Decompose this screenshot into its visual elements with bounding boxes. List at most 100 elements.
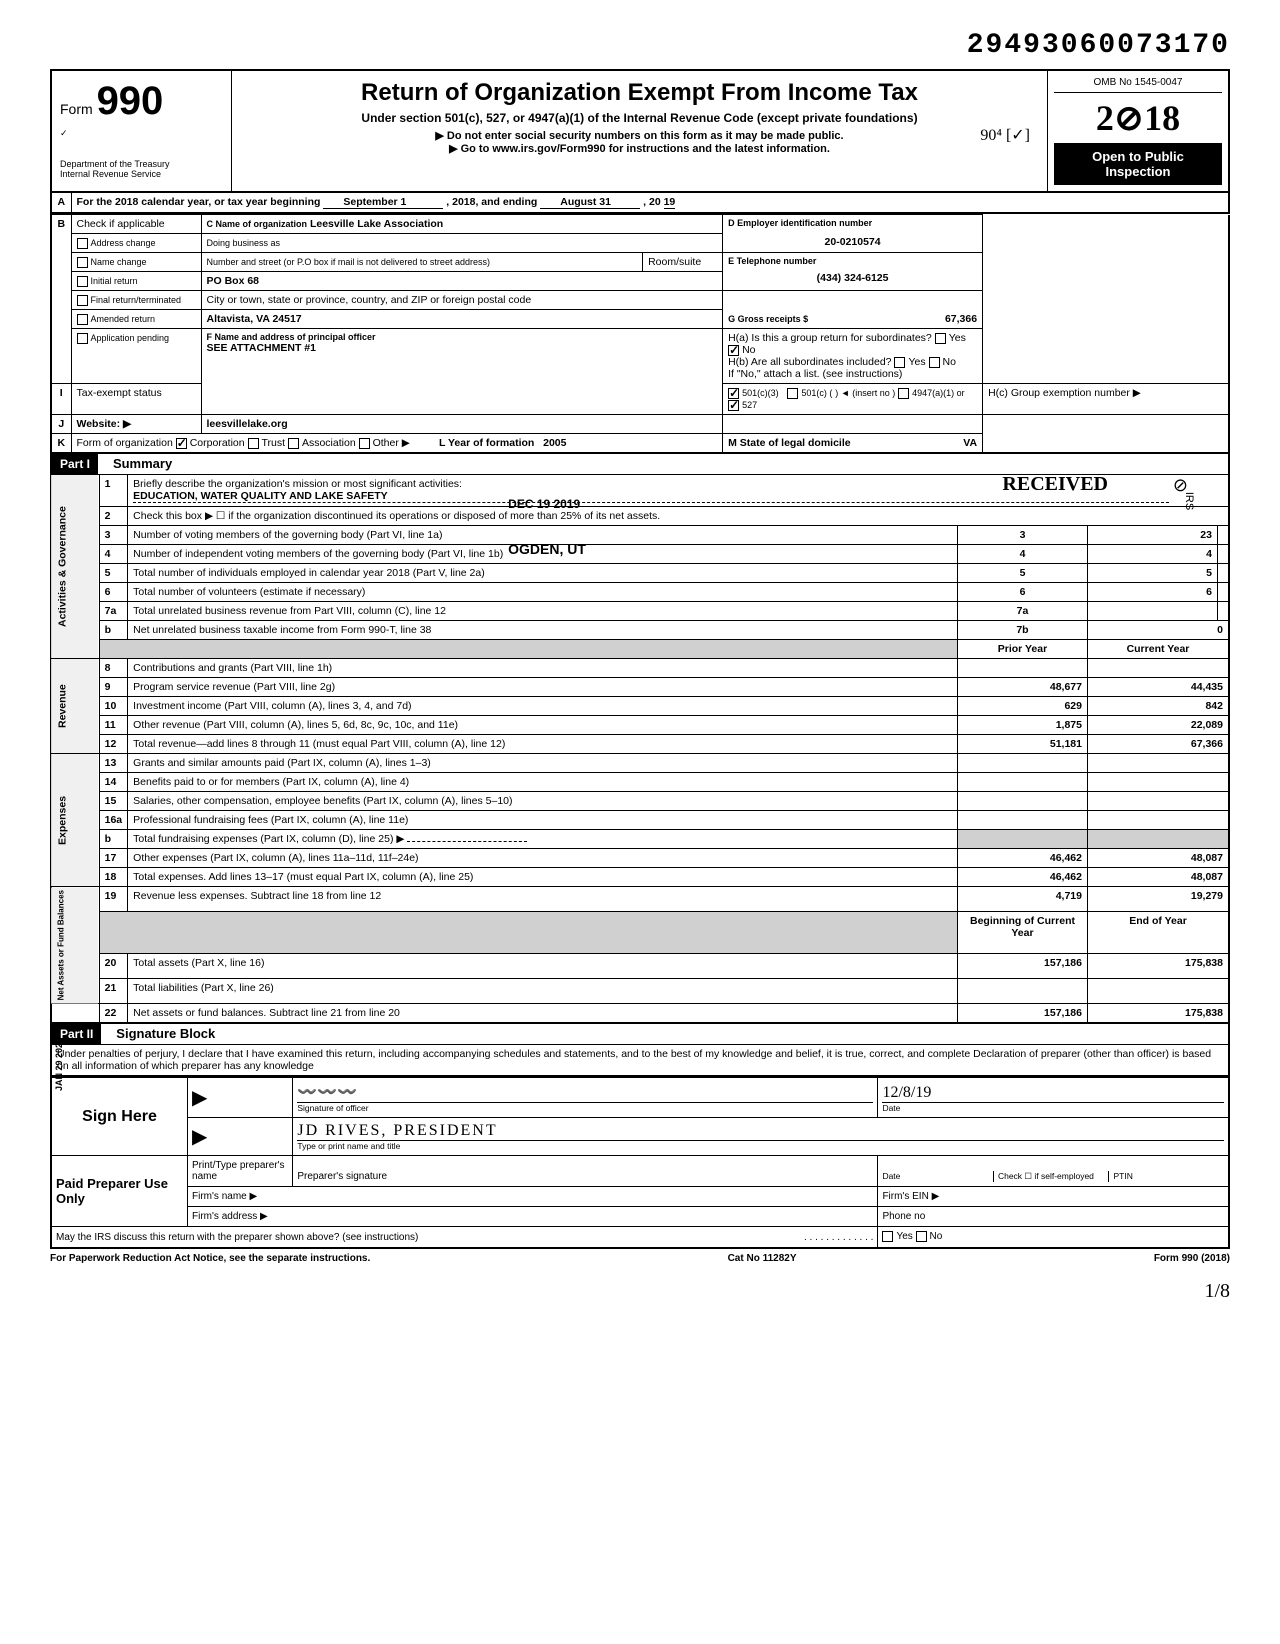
line12-curr: 67,366 (1087, 735, 1229, 754)
line22-end: 175,838 (1087, 1004, 1229, 1024)
declaration-text: Under penalties of perjury, I declare th… (51, 1045, 1229, 1077)
line17-curr: 48,087 (1087, 849, 1229, 868)
assoc-checkbox[interactable] (288, 438, 299, 449)
sign-here-label: Sign Here (82, 1108, 157, 1125)
527-checkbox[interactable] (728, 400, 739, 411)
form-org-label: Form of organization (77, 437, 173, 449)
begin-date: September 1 (323, 196, 443, 209)
form-subtitle1: Under section 501(c), 527, or 4947(a)(1)… (244, 111, 1035, 125)
line17-prior: 46,462 (957, 849, 1087, 868)
phone-value: (434) 324-6125 (728, 272, 977, 284)
received-stamp-text: RECEIVED (1002, 473, 1108, 496)
form-ref: Form 990 (2018) (1154, 1253, 1230, 1264)
phone-label: E Telephone number (728, 256, 977, 266)
end-month: August 31 (540, 196, 640, 209)
website-label: Website: ▶ (71, 415, 201, 434)
row-a-label: For the 2018 calendar year, or tax year … (77, 196, 321, 208)
end-year: 19 (664, 196, 676, 209)
line18-prior: 46,462 (957, 868, 1087, 887)
corp-checkbox[interactable] (176, 438, 187, 449)
line5-value: 5 (1087, 564, 1217, 583)
line11-label: Other revenue (Part VIII, column (A), li… (128, 716, 958, 735)
discuss-yes-checkbox[interactable] (882, 1231, 893, 1242)
address-value: PO Box 68 (201, 272, 723, 291)
city-value: Altavista, VA 24517 (201, 310, 723, 329)
city-label: City or town, state or province, country… (201, 291, 723, 310)
initial-return-label: Initial return (91, 276, 138, 286)
attach-list-note: If "No," attach a list. (see instruction… (728, 368, 902, 380)
year-formation: 2005 (543, 437, 566, 449)
officer-signature[interactable]: 〰️〰️〰️ (297, 1082, 873, 1103)
sign-date-label: Date (882, 1103, 1224, 1113)
form-label: Form 990 (60, 79, 223, 124)
discuss-label: May the IRS discuss this return with the… (56, 1232, 418, 1243)
end-year-label: End of Year (1087, 912, 1229, 953)
line19-curr: 19,279 (1087, 887, 1229, 912)
line4-value: 4 (1087, 545, 1217, 564)
preparer-name-label: Print/Type preparer's name (188, 1156, 293, 1187)
expenses-label: Expenses (51, 754, 99, 887)
sig-label: Signature of officer (297, 1103, 873, 1113)
name-change-checkbox[interactable] (77, 257, 88, 268)
line11-curr: 22,089 (1087, 716, 1229, 735)
line16b-label: Total fundraising expenses (Part IX, col… (133, 833, 404, 845)
room-label: Room/suite (643, 253, 723, 272)
application-pending-checkbox[interactable] (77, 333, 88, 344)
gross-receipts-value: 67,366 (945, 313, 977, 325)
4947-checkbox[interactable] (898, 388, 909, 399)
line7a-label: Total unrelated business revenue from Pa… (128, 602, 958, 621)
initial-return-checkbox[interactable] (77, 276, 88, 287)
paid-preparer-label: Paid Preparer Use Only (51, 1156, 188, 1227)
line9-curr: 44,435 (1087, 678, 1229, 697)
current-year-label: Current Year (1087, 640, 1229, 659)
firm-ein-label: Firm's EIN ▶ (878, 1187, 1229, 1207)
state-domicile-label: M State of legal domicile (728, 437, 851, 449)
address-change-checkbox[interactable] (77, 238, 88, 249)
dept-treasury: Department of the Treasury (60, 159, 223, 169)
ha-yes-checkbox[interactable] (935, 333, 946, 344)
line20-label: Total assets (Part X, line 16) (128, 953, 958, 978)
application-pending-label: Application pending (91, 333, 170, 343)
page-mark: 1/8 (50, 1280, 1230, 1303)
amended-return-checkbox[interactable] (77, 314, 88, 325)
activities-label: Activities & Governance (51, 475, 99, 659)
hb-no-checkbox[interactable] (929, 357, 940, 368)
line21-label: Total liabilities (Part X, line 26) (128, 979, 958, 1004)
phone-no-label: Phone no (878, 1207, 1229, 1227)
line17-label: Other expenses (Part IX, column (A), lin… (128, 849, 958, 868)
line20-beg: 157,186 (957, 953, 1087, 978)
line3-value: 23 (1087, 526, 1217, 545)
form-header: Form 990 ✓ Department of the Treasury In… (50, 69, 1230, 191)
received-loc: OGDEN, UT (508, 541, 586, 557)
trust-checkbox[interactable] (248, 438, 259, 449)
form-subtitle3: ▶ Go to www.irs.gov/Form990 for instruct… (244, 142, 1035, 155)
form-title: Return of Organization Exempt From Incom… (244, 79, 1035, 107)
line8-label: Contributions and grants (Part VIII, lin… (128, 659, 958, 678)
line20-end: 175,838 (1087, 953, 1229, 978)
501c-checkbox[interactable] (787, 388, 798, 399)
org-name: Leesville Lake Association (310, 218, 443, 230)
ha-no-checkbox[interactable] (728, 345, 739, 356)
preparer-date-label: Date (882, 1171, 993, 1182)
line6-label: Total number of volunteers (estimate if … (128, 583, 958, 602)
line12-prior: 51,181 (957, 735, 1087, 754)
line15-label: Salaries, other compensation, employee b… (128, 792, 958, 811)
dba-label: Doing business as (207, 238, 281, 248)
check-if-applicable: Check if applicable (71, 215, 201, 234)
firm-addr-label: Firm's address ▶ (188, 1207, 878, 1227)
final-return-checkbox[interactable] (77, 295, 88, 306)
hb-yes-checkbox[interactable] (894, 357, 905, 368)
state-domicile: VA (963, 437, 977, 449)
address-label: Number and street (or P.O box if mail is… (207, 257, 490, 267)
other-checkbox[interactable] (359, 438, 370, 449)
line10-label: Investment income (Part VIII, column (A)… (128, 697, 958, 716)
discuss-no-checkbox[interactable] (916, 1231, 927, 1242)
side-date-stamp: JAN 29 2020 (54, 1038, 64, 1091)
document-number: 29493060073170 (50, 30, 1230, 61)
paperwork-notice: For Paperwork Reduction Act Notice, see … (50, 1253, 370, 1264)
officer-label: F Name and address of principal officer (207, 332, 718, 342)
line7b-label: Net unrelated business taxable income fr… (128, 621, 958, 640)
ein-value: 20-0210574 (728, 236, 977, 248)
netassets-label: Net Assets or Fund Balances (51, 887, 99, 1004)
officer-value: SEE ATTACHMENT #1 (207, 342, 718, 354)
